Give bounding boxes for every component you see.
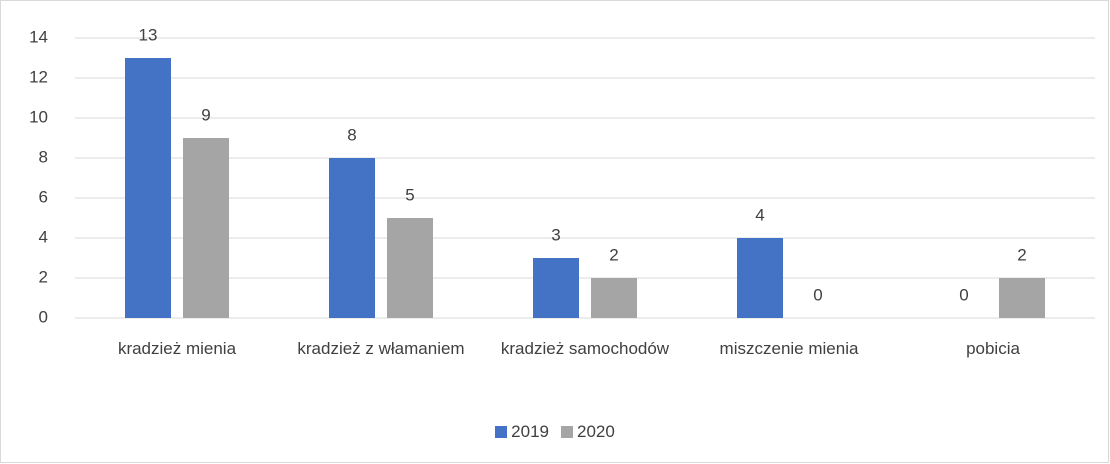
data-label: 4 [755, 205, 764, 224]
bar [737, 238, 783, 318]
data-label: 5 [405, 185, 414, 204]
x-tick-label: miszczenie mienia [719, 339, 859, 358]
data-label: 9 [201, 105, 210, 124]
y-tick-label: 14 [29, 27, 48, 46]
bar [533, 258, 579, 318]
bar [125, 58, 171, 318]
bar [387, 218, 433, 318]
bar [999, 278, 1045, 318]
legend: 2019 2020 [0, 422, 1110, 442]
legend-swatch [495, 426, 508, 438]
data-label: 0 [959, 285, 968, 304]
data-label: 2 [1017, 245, 1026, 264]
y-tick-label: 10 [29, 107, 48, 126]
data-label: 8 [347, 125, 356, 144]
x-tick-label: kradzież samochodów [500, 339, 670, 358]
x-tick-label: pobicia [966, 339, 1020, 358]
y-tick-label: 0 [39, 307, 48, 326]
data-label: 2 [609, 245, 618, 264]
data-label: 3 [551, 225, 560, 244]
y-tick-label: 2 [39, 267, 48, 286]
legend-item: 2020 [561, 422, 615, 442]
y-tick-label: 8 [39, 147, 48, 166]
data-label: 0 [813, 285, 822, 304]
x-tick-label: kradzież mienia [117, 339, 237, 358]
bar [329, 158, 375, 318]
y-tick-label: 12 [29, 67, 48, 86]
x-tick-label: kradzież z włamaniem [297, 339, 465, 358]
bar [591, 278, 637, 318]
y-tick-label: 6 [39, 187, 48, 206]
data-label: 13 [139, 25, 158, 44]
legend-item: 2019 [495, 422, 549, 442]
legend-label: 2020 [577, 422, 615, 441]
y-tick-label: 4 [39, 227, 48, 246]
legend-label: 2019 [511, 422, 549, 441]
legend-swatch [561, 426, 573, 438]
bar [183, 138, 229, 318]
